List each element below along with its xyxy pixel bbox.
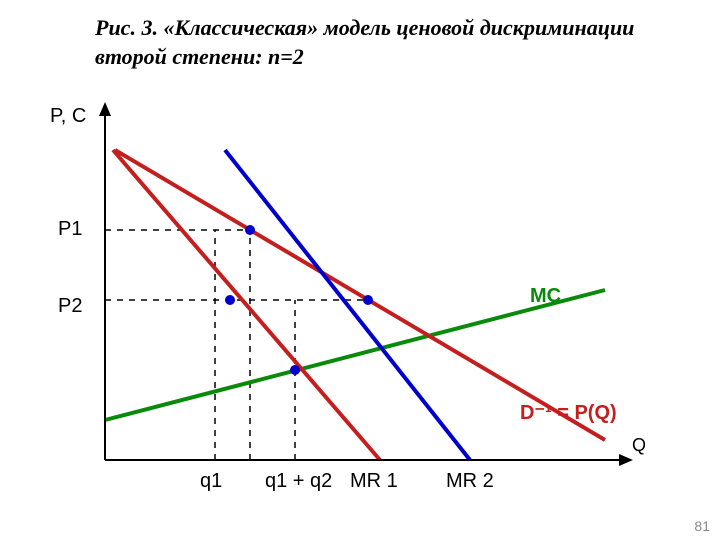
chart: P, C Q P1 P2 q1 q1 + q2 MR 1 MR 2 MC D⁻¹… xyxy=(50,100,670,500)
dot-2 xyxy=(363,295,373,305)
x-axis-label: Q xyxy=(632,435,646,456)
slide: Рис. 3. «Классическая» модель ценовой ди… xyxy=(0,0,720,540)
slide-title: Рис. 3. «Классическая» модель ценовой ди… xyxy=(95,14,675,71)
mr2-line xyxy=(225,150,470,460)
page-number: 81 xyxy=(694,518,710,534)
y-axis-label: P, C xyxy=(50,105,86,128)
q1q2-label: q1 + q2 xyxy=(265,470,332,493)
y-axis-arrow xyxy=(99,102,111,116)
mr1-line xyxy=(113,150,380,460)
dot-1 xyxy=(245,225,255,235)
mc-label: MC xyxy=(530,285,561,308)
dot-4 xyxy=(290,365,300,375)
p1-label: P1 xyxy=(58,218,82,241)
dot-3 xyxy=(225,295,235,305)
mr2-x-label: MR 2 xyxy=(446,470,494,493)
x-axis-arrow xyxy=(619,454,633,466)
mr1-x-label: MR 1 xyxy=(350,470,398,493)
demand-label: D⁻¹ = P(Q) xyxy=(520,400,617,425)
p2-label: P2 xyxy=(58,295,82,318)
q1-label: q1 xyxy=(200,470,222,493)
chart-svg xyxy=(50,100,670,500)
